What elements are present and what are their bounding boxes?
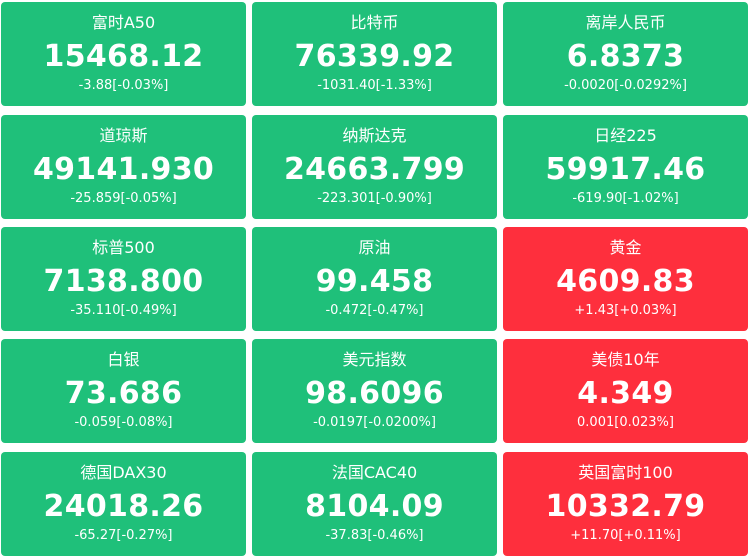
quote-name: 美债10年 (591, 350, 660, 369)
quote-name: 纳斯达克 (342, 126, 407, 145)
quote-price: 76339.92 (294, 39, 455, 74)
quote-name: 英国富时100 (578, 463, 673, 482)
quote-price: 49141.930 (32, 152, 215, 187)
quote-card-bitcoin[interactable]: 比特币 76339.92 -1031.40[-1.33%] (252, 2, 497, 106)
quote-change: +1.43[+0.03%] (574, 303, 677, 318)
quote-card-cac40[interactable]: 法国CAC40 8104.09 -37.83[-0.46%] (252, 452, 497, 556)
quote-card-sp500[interactable]: 标普500 7138.800 -35.110[-0.49%] (1, 227, 246, 331)
quote-card-crude-oil[interactable]: 原油 99.458 -0.472[-0.47%] (252, 227, 497, 331)
quote-change: -65.27[-0.27%] (74, 528, 173, 543)
quote-card-offshore-rmb[interactable]: 离岸人民币 6.8373 -0.0020[-0.0292%] (503, 2, 748, 106)
quote-change: -223.301[-0.90%] (317, 191, 432, 206)
quote-price: 73.686 (64, 376, 183, 411)
quote-name: 标普500 (92, 238, 155, 257)
quote-card-ftse-a50[interactable]: 富时A50 15468.12 -3.88[-0.03%] (1, 2, 246, 106)
quote-change: -0.472[-0.47%] (325, 303, 424, 318)
quote-change: -1031.40[-1.33%] (317, 78, 432, 93)
quote-card-dow-jones[interactable]: 道琼斯 49141.930 -25.859[-0.05%] (1, 115, 246, 219)
quote-name: 道琼斯 (99, 126, 148, 145)
quote-name: 日经225 (594, 126, 657, 145)
quote-change: -25.859[-0.05%] (70, 191, 177, 206)
quote-name: 白银 (107, 350, 140, 369)
quote-name: 富时A50 (91, 13, 156, 32)
quote-price: 7138.800 (43, 264, 204, 299)
quote-card-ftse-100[interactable]: 英国富时100 10332.79 +11.70[+0.11%] (503, 452, 748, 556)
quote-change: 0.001[0.023%] (577, 415, 674, 430)
quote-card-dax30[interactable]: 德国DAX30 24018.26 -65.27[-0.27%] (1, 452, 246, 556)
quote-price: 99.458 (315, 264, 434, 299)
quote-price: 4609.83 (556, 264, 695, 299)
quote-name: 法国CAC40 (331, 463, 418, 482)
quote-price: 10332.79 (545, 489, 706, 524)
quote-price: 4.349 (577, 376, 674, 411)
quote-change: -37.83[-0.46%] (325, 528, 424, 543)
quote-card-dollar-index[interactable]: 美元指数 98.6096 -0.0197[-0.0200%] (252, 339, 497, 443)
quote-price: 6.8373 (566, 39, 685, 74)
quote-change: -3.88[-0.03%] (78, 78, 169, 93)
quote-change: -0.0020[-0.0292%] (564, 78, 687, 93)
quote-name: 德国DAX30 (80, 463, 167, 482)
quote-price: 59917.46 (545, 152, 706, 187)
quote-change: -0.0197[-0.0200%] (313, 415, 436, 430)
quote-price: 24663.799 (283, 152, 466, 187)
quote-card-nikkei-225[interactable]: 日经225 59917.46 -619.90[-1.02%] (503, 115, 748, 219)
quote-price: 98.6096 (305, 376, 444, 411)
quote-name: 黄金 (609, 238, 642, 257)
quote-name: 离岸人民币 (585, 13, 666, 32)
quote-change: -619.90[-1.02%] (572, 191, 679, 206)
quote-card-nasdaq[interactable]: 纳斯达克 24663.799 -223.301[-0.90%] (252, 115, 497, 219)
quote-card-us-10y-treasury[interactable]: 美债10年 4.349 0.001[0.023%] (503, 339, 748, 443)
quote-change: -0.059[-0.08%] (74, 415, 173, 430)
quote-change: +11.70[+0.11%] (570, 528, 681, 543)
quote-card-gold[interactable]: 黄金 4609.83 +1.43[+0.03%] (503, 227, 748, 331)
quote-price: 24018.26 (43, 489, 204, 524)
quote-name: 原油 (358, 238, 391, 257)
quote-name: 美元指数 (342, 350, 407, 369)
quote-card-silver[interactable]: 白银 73.686 -0.059[-0.08%] (1, 339, 246, 443)
quote-price: 8104.09 (305, 489, 444, 524)
quote-name: 比特币 (350, 13, 399, 32)
quote-price: 15468.12 (43, 39, 204, 74)
quote-change: -35.110[-0.49%] (70, 303, 177, 318)
